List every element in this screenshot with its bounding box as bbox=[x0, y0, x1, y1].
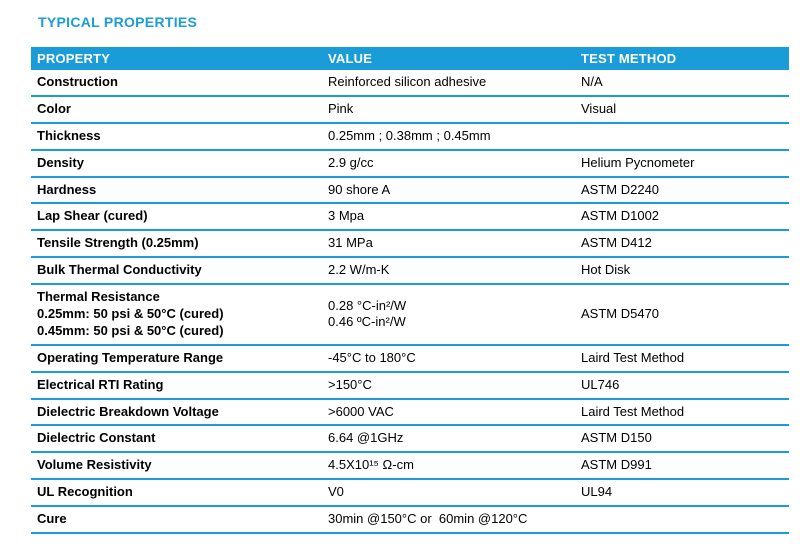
value-cell: 2.9 g/cc bbox=[322, 149, 575, 178]
table-row: Bulk Thermal Conductivity 2.2 W/m-K Hot … bbox=[31, 257, 789, 286]
table-row: Dielectric Constant 6.64 @1GHz ASTM D150 bbox=[31, 425, 789, 454]
property-cell: Color bbox=[31, 95, 322, 124]
property-cell: Operating Temperature Range bbox=[31, 344, 322, 373]
property-cell: Dielectric Constant bbox=[31, 425, 322, 454]
table-body: Construction Reinforced silicon adhesive… bbox=[31, 70, 789, 535]
test-method-cell: N/A bbox=[575, 70, 789, 97]
table-row: Volume Resistivity 4.5X10¹⁵ Ω-cm ASTM D9… bbox=[31, 452, 789, 481]
value-cell: 0.25mm ; 0.38mm ; 0.45mm bbox=[322, 122, 575, 151]
test-method-cell: ASTM D2240 bbox=[575, 176, 789, 205]
table-header: PROPERTY VALUE TEST METHOD bbox=[31, 47, 789, 70]
test-method-cell: Laird Test Method bbox=[575, 398, 789, 427]
property-cell: Lap Shear (cured) bbox=[31, 203, 322, 232]
value-cell: 90 shore A bbox=[322, 176, 575, 205]
property-cell: Thermal Resistance 0.25mm: 50 psi & 50°C… bbox=[31, 284, 322, 346]
test-method-cell: ASTM D1002 bbox=[575, 203, 789, 232]
value-cell: V0 bbox=[322, 479, 575, 508]
test-method-cell: ASTM D5470 bbox=[575, 284, 789, 346]
col-header-value: VALUE bbox=[322, 47, 575, 70]
test-method-cell bbox=[575, 122, 789, 151]
value-cell: Reinforced silicon adhesive bbox=[322, 70, 575, 97]
property-cell: Volume Resistivity bbox=[31, 452, 322, 481]
value-cell: 6.64 @1GHz bbox=[322, 425, 575, 454]
typical-properties-table: PROPERTY VALUE TEST METHOD Construction … bbox=[31, 47, 789, 535]
property-cell: Dielectric Breakdown Voltage bbox=[31, 398, 322, 427]
property-cell: Density bbox=[31, 149, 322, 178]
test-method-cell: Visual bbox=[575, 95, 789, 124]
table-row: Density 2.9 g/cc Helium Pycnometer bbox=[31, 149, 789, 178]
property-cell: Bulk Thermal Conductivity bbox=[31, 257, 322, 286]
property-cell: UL Recognition bbox=[31, 479, 322, 508]
test-method-cell: Helium Pycnometer bbox=[575, 149, 789, 178]
table-row: Hardness 90 shore A ASTM D2240 bbox=[31, 176, 789, 205]
table-row: Lap Shear (cured) 3 Mpa ASTM D1002 bbox=[31, 203, 789, 232]
datasheet-page: TYPICAL PROPERTIES PROPERTY VALUE TEST M… bbox=[0, 14, 810, 558]
header-row: PROPERTY VALUE TEST METHOD bbox=[31, 47, 789, 70]
value-cell: -45°C to 180°C bbox=[322, 344, 575, 373]
table-row: Thickness 0.25mm ; 0.38mm ; 0.45mm bbox=[31, 122, 789, 151]
property-cell: Hardness bbox=[31, 176, 322, 205]
test-method-cell bbox=[575, 506, 789, 535]
table-row: Operating Temperature Range -45°C to 180… bbox=[31, 344, 789, 373]
table-row: Dielectric Breakdown Voltage >6000 VAC L… bbox=[31, 398, 789, 427]
value-cell: 30min @150°C or 60min @120°C bbox=[322, 506, 575, 535]
col-header-property: PROPERTY bbox=[31, 47, 322, 70]
value-cell: >150°C bbox=[322, 371, 575, 400]
property-cell: Construction bbox=[31, 70, 322, 97]
value-cell: 31 MPa bbox=[322, 230, 575, 259]
test-method-cell: Laird Test Method bbox=[575, 344, 789, 373]
table-row: Electrical RTI Rating >150°C UL746 bbox=[31, 371, 789, 400]
col-header-test-method: TEST METHOD bbox=[575, 47, 789, 70]
value-cell: 3 Mpa bbox=[322, 203, 575, 232]
table-row: Color Pink Visual bbox=[31, 95, 789, 124]
table-row: Tensile Strength (0.25mm) 31 MPa ASTM D4… bbox=[31, 230, 789, 259]
test-method-cell: ASTM D150 bbox=[575, 425, 789, 454]
property-cell: Cure bbox=[31, 506, 322, 535]
test-method-cell: UL94 bbox=[575, 479, 789, 508]
test-method-cell: ASTM D412 bbox=[575, 230, 789, 259]
property-cell: Tensile Strength (0.25mm) bbox=[31, 230, 322, 259]
test-method-cell: ASTM D991 bbox=[575, 452, 789, 481]
value-cell: 4.5X10¹⁵ Ω-cm bbox=[322, 452, 575, 481]
value-cell: >6000 VAC bbox=[322, 398, 575, 427]
table-row: Thermal Resistance 0.25mm: 50 psi & 50°C… bbox=[31, 284, 789, 346]
table-row: UL Recognition V0 UL94 bbox=[31, 479, 789, 508]
table-row: Cure 30min @150°C or 60min @120°C bbox=[31, 506, 789, 535]
property-cell: Electrical RTI Rating bbox=[31, 371, 322, 400]
table-row: Construction Reinforced silicon adhesive… bbox=[31, 70, 789, 97]
test-method-cell: Hot Disk bbox=[575, 257, 789, 286]
value-cell: 0.28 °C-in²/W 0.46 ºC-in²/W bbox=[322, 284, 575, 346]
value-cell: 2.2 W/m-K bbox=[322, 257, 575, 286]
section-title: TYPICAL PROPERTIES bbox=[38, 14, 198, 30]
test-method-cell: UL746 bbox=[575, 371, 789, 400]
value-cell: Pink bbox=[322, 95, 575, 124]
property-cell: Thickness bbox=[31, 122, 322, 151]
